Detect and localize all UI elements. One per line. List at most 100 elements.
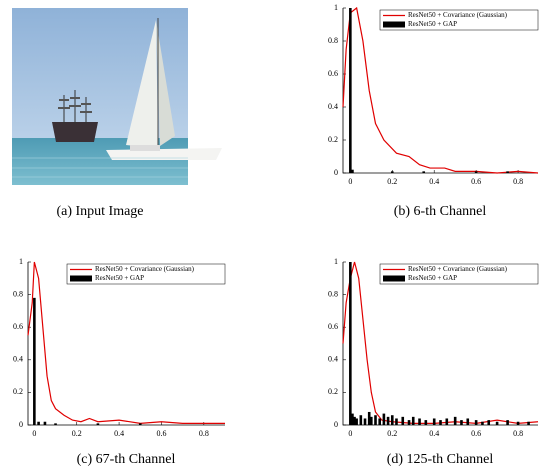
legend-label: ResNet50 + GAP — [95, 274, 144, 282]
bar — [495, 421, 499, 425]
line — [342, 261, 539, 424]
caption: (a) Input Image — [56, 204, 143, 219]
x-tick-label: 0 — [348, 429, 352, 438]
x-tick-label: 0.8 — [513, 177, 523, 186]
bar — [481, 421, 484, 425]
bar — [390, 171, 394, 173]
legend-label: ResNet50 + Covariance (Gaussian) — [95, 265, 195, 273]
bar — [370, 416, 373, 425]
y-tick-label: 0 — [19, 420, 23, 429]
caption: (d) 125-th Channel — [387, 452, 494, 467]
x-tick-label: 0.2 — [387, 429, 397, 438]
bar — [349, 8, 352, 173]
bar — [390, 415, 394, 425]
y-tick-label: 0.2 — [328, 387, 338, 396]
x-tick-label: 0.4 — [429, 177, 439, 186]
y-tick-label: 0 — [334, 420, 338, 429]
bar — [418, 418, 421, 425]
bar — [33, 297, 36, 425]
y-tick-label: 0.8 — [328, 289, 338, 298]
bar — [138, 423, 142, 425]
legend-label: ResNet50 + Covariance (Gaussian) — [408, 11, 508, 19]
x-tick-label: 0.2 — [72, 429, 82, 438]
legend-label: ResNet50 + Covariance (Gaussian) — [408, 265, 508, 273]
bar — [386, 416, 390, 425]
bar — [367, 411, 371, 425]
y-tick-label: 0.2 — [13, 387, 23, 396]
x-tick-label: 0.4 — [429, 429, 439, 438]
bar — [378, 418, 381, 425]
y-tick-label: 0.6 — [13, 322, 23, 331]
bar — [411, 416, 415, 425]
bar — [349, 262, 352, 425]
bar — [424, 420, 428, 425]
y-tick-label: 0.6 — [328, 69, 338, 78]
bar — [374, 415, 377, 425]
bar — [382, 413, 386, 425]
bar — [445, 418, 449, 425]
caption: (b) 6-th Channel — [394, 204, 487, 219]
bar — [407, 420, 411, 425]
x-tick-label: 0.2 — [387, 177, 397, 186]
x-tick-label: 0.6 — [156, 429, 166, 438]
bar — [355, 418, 358, 425]
legend-label: ResNet50 + GAP — [408, 20, 457, 28]
x-tick-label: 0.6 — [471, 429, 481, 438]
bar — [527, 421, 530, 425]
y-tick-label: 0.4 — [328, 102, 338, 111]
legend-swatch — [70, 275, 92, 282]
legend-swatch — [383, 21, 405, 28]
bar — [422, 171, 426, 173]
y-tick-label: 0.2 — [328, 135, 338, 144]
bar — [516, 421, 520, 425]
y-tick-label: 0.8 — [13, 289, 23, 298]
input-image — [12, 8, 222, 185]
y-tick-label: 0 — [334, 168, 338, 177]
axis — [342, 262, 538, 426]
bar — [506, 171, 509, 173]
x-tick-label: 0.4 — [114, 429, 124, 438]
y-tick-label: 1 — [334, 3, 338, 12]
y-tick-label: 0.8 — [328, 36, 338, 45]
y-tick-label: 0.6 — [328, 322, 338, 331]
x-tick-label: 0.8 — [513, 429, 523, 438]
bar — [351, 413, 354, 425]
legend-box — [66, 263, 226, 285]
bar — [460, 420, 463, 425]
x-tick-label: 0.8 — [199, 429, 209, 438]
bar — [96, 423, 100, 425]
line — [27, 261, 225, 424]
bar — [432, 418, 436, 425]
bar — [401, 416, 405, 425]
legend-box — [379, 263, 539, 285]
bar — [487, 420, 491, 425]
bar — [37, 421, 40, 425]
y-tick-label: 1 — [334, 257, 338, 266]
bar — [453, 416, 457, 425]
x-tick-label: 0 — [32, 429, 36, 438]
bar — [474, 171, 478, 173]
x-tick-label: 0.6 — [471, 177, 481, 186]
y-tick-label: 1 — [19, 257, 23, 266]
legend-label: ResNet50 + GAP — [408, 274, 457, 282]
bar — [506, 420, 509, 425]
bar — [54, 423, 57, 425]
caption: (c) 67-th Channel — [77, 452, 176, 467]
axis — [27, 262, 225, 426]
bar — [363, 418, 367, 425]
bar — [351, 169, 354, 173]
line — [342, 6, 539, 174]
bar — [466, 418, 470, 425]
y-tick-label: 0.4 — [328, 355, 338, 364]
bar — [395, 418, 398, 425]
bar — [359, 415, 363, 425]
y-tick-label: 0.4 — [13, 355, 23, 364]
x-tick-label: 0 — [348, 177, 352, 186]
bar — [439, 420, 442, 425]
bar — [43, 421, 47, 425]
legend-box — [379, 9, 539, 31]
axis — [342, 8, 538, 174]
bar — [353, 416, 356, 425]
bar — [474, 420, 478, 425]
